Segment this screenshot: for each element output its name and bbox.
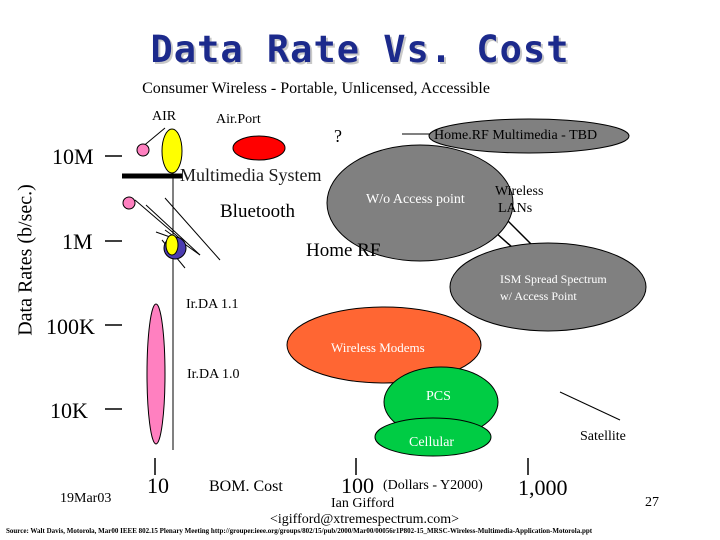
label-air: AIR (152, 109, 177, 124)
label-lans: LANs (498, 201, 533, 216)
y-tick-label: 10K (50, 398, 88, 423)
footer-date: 19Mar03 (60, 491, 112, 506)
cellular-region (374, 417, 492, 457)
x-axis-unit: (Dollars - Y2000) (383, 478, 483, 493)
label-homerf-multimedia: Home.RF Multimedia - TBD (434, 128, 598, 143)
irda-ellipse (146, 303, 166, 445)
y-tick-label: 10M (52, 144, 94, 169)
slide-title: Data Rate Vs. Cost (150, 28, 570, 71)
x-tick-label: 1,000 (518, 475, 568, 500)
label-multimedia-system: Multimedia System (180, 165, 322, 185)
label-wo-access-point: W/o Access point (366, 192, 465, 207)
bluetooth-yellow (165, 234, 179, 256)
pink-dot (122, 196, 136, 210)
footer-email: <igifford@xtremespectrum.com> (270, 512, 459, 527)
wireless-modems-region (286, 306, 482, 384)
ism-region (449, 242, 647, 332)
footer-author: Ian Gifford (331, 496, 395, 511)
home-rf-region (326, 144, 514, 262)
label-wireless: Wireless (495, 184, 544, 199)
label-irda-10: Ir.DA 1.0 (187, 367, 240, 382)
footer-source: Source: Walt Davis, Motorola, Mar00 IEEE… (6, 527, 593, 535)
connector-line (164, 197, 221, 261)
label-home-rf: Home RF (306, 240, 381, 261)
air-ellipse (161, 128, 183, 174)
label-wireless-modems: Wireless Modems (331, 340, 425, 355)
y-axis-label: Data Rates (b/sec.) (14, 184, 37, 336)
pink-dot (136, 143, 150, 157)
y-tick-label: 100K (46, 314, 95, 339)
label-ism-1: ISM Spread Spectrum (500, 272, 607, 286)
x-axis-label: BOM. Cost (209, 478, 283, 495)
label-satellite: Satellite (580, 429, 626, 444)
connector-line (559, 391, 621, 421)
label-irda-11: Ir.DA 1.1 (186, 297, 239, 312)
label-question: ? (334, 126, 342, 146)
label-cellular: Cellular (409, 435, 455, 450)
label-airport: Air.Port (216, 112, 261, 127)
label-pcs: PCS (426, 389, 451, 404)
label-ism-2: w/ Access Point (500, 289, 577, 303)
airport-ellipse (232, 135, 286, 161)
y-tick-label: 1M (62, 229, 93, 254)
connector-line (134, 199, 185, 243)
homerf-multimedia-region (428, 118, 630, 154)
x-tick-label: 100 (341, 473, 374, 498)
label-bluetooth: Bluetooth (220, 201, 295, 222)
page-number: 27 (645, 495, 659, 510)
connector-line (145, 204, 201, 256)
x-tick-label: 10 (147, 473, 169, 498)
slide-subtitle: Consumer Wireless - Portable, Unlicensed… (142, 80, 490, 97)
